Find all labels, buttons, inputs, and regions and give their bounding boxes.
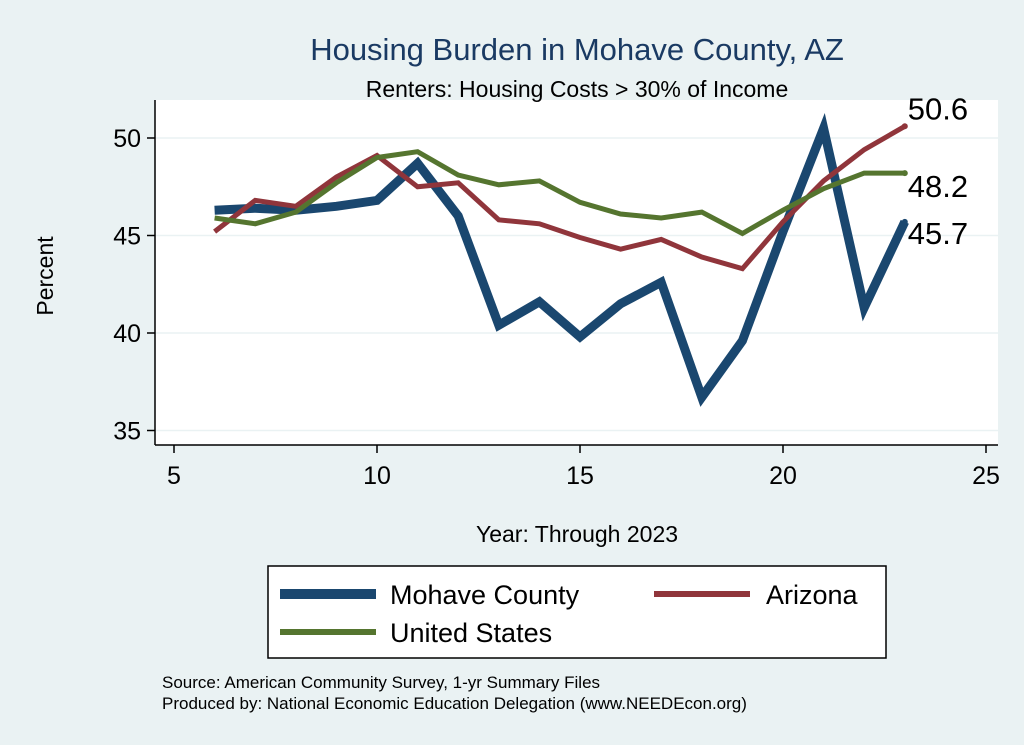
end-point-mohave-county	[901, 218, 908, 225]
x-tick-label: 5	[167, 462, 181, 490]
legend-box	[267, 565, 887, 659]
x-tick-label: 10	[363, 462, 391, 490]
x-tick-label: 20	[769, 462, 797, 490]
series-line-arizona	[213, 124, 907, 272]
legend: Mohave County Arizona United States	[267, 565, 887, 659]
legend-label-united-states: United States	[390, 618, 552, 648]
series-line-united-states	[214, 149, 905, 237]
end-label-arizona: 50.6	[908, 91, 968, 126]
legend-label-mohave-county: Mohave County	[390, 580, 580, 610]
y-axis-title: Percent	[32, 236, 58, 316]
end-labels: 45.7 50.6 48.2	[908, 91, 968, 251]
end-point-arizona	[901, 123, 908, 130]
y-tick-label: 35	[113, 418, 141, 446]
plot-area	[155, 100, 998, 445]
legend-label-arizona: Arizona	[766, 580, 859, 610]
end-point-united-states	[901, 170, 908, 177]
y-tick-label: 50	[113, 125, 141, 153]
series-lines	[213, 113, 909, 407]
end-label-united-states: 48.2	[908, 169, 968, 204]
axes: 35 40 45 50 5 10 15 20 25	[113, 100, 1000, 490]
chart-title: Housing Burden in Mohave County, AZ	[310, 32, 844, 67]
x-axis-title: Year: Through 2023	[476, 521, 678, 547]
produced-by-note: Produced by: National Economic Education…	[162, 694, 747, 713]
x-tick-label: 25	[972, 462, 1000, 490]
x-tick-label: 15	[566, 462, 594, 490]
source-note: Source: American Community Survey, 1-yr …	[162, 673, 600, 692]
y-tick-label: 40	[113, 320, 141, 348]
chart-subtitle: Renters: Housing Costs > 30% of Income	[366, 76, 789, 102]
end-label-mohave-county: 45.7	[908, 216, 968, 251]
y-tick-label: 45	[113, 223, 141, 251]
